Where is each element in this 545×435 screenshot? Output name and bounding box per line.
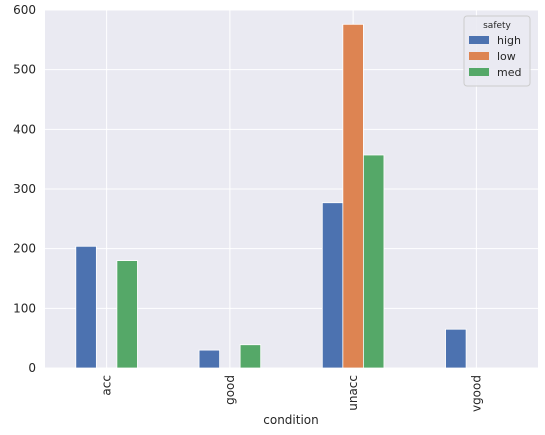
legend-swatch-med [469,68,489,76]
x-axis-ticks: acc good unacc vgood [100,375,484,412]
y-tick-label: 400 [13,122,36,136]
x-tick-label: acc [100,375,114,396]
legend-swatch-low [469,52,489,60]
legend: safety high low med [463,15,531,87]
y-tick-label: 0 [28,361,36,375]
bar-med-acc [116,260,138,369]
y-tick-label: 500 [13,63,36,77]
y-tick-label: 200 [13,242,36,256]
legend-swatch-high [469,36,489,44]
y-tick-label: 300 [13,182,36,196]
legend-label-med: med [497,66,521,79]
bar-med-unacc [362,154,385,369]
bar-low-unacc [342,23,364,369]
bar-high-unacc [321,202,344,369]
bar-high-acc [75,245,97,369]
legend-title: safety [483,21,511,31]
x-axis-title: condition [263,413,318,427]
x-tick-label: good [223,375,237,405]
bars [75,23,467,369]
bar-high-good [198,349,221,369]
legend-label-high: high [497,34,521,47]
bar-high-vgood [445,328,467,369]
bar-med-good [239,344,262,369]
y-axis-ticks: 0 100 200 300 400 500 600 [13,3,36,375]
y-tick-label: 100 [13,301,36,315]
x-tick-label: vgood [469,375,483,412]
y-tick-label: 600 [13,3,36,17]
x-tick-label: unacc [346,375,360,411]
legend-label-low: low [497,50,516,63]
